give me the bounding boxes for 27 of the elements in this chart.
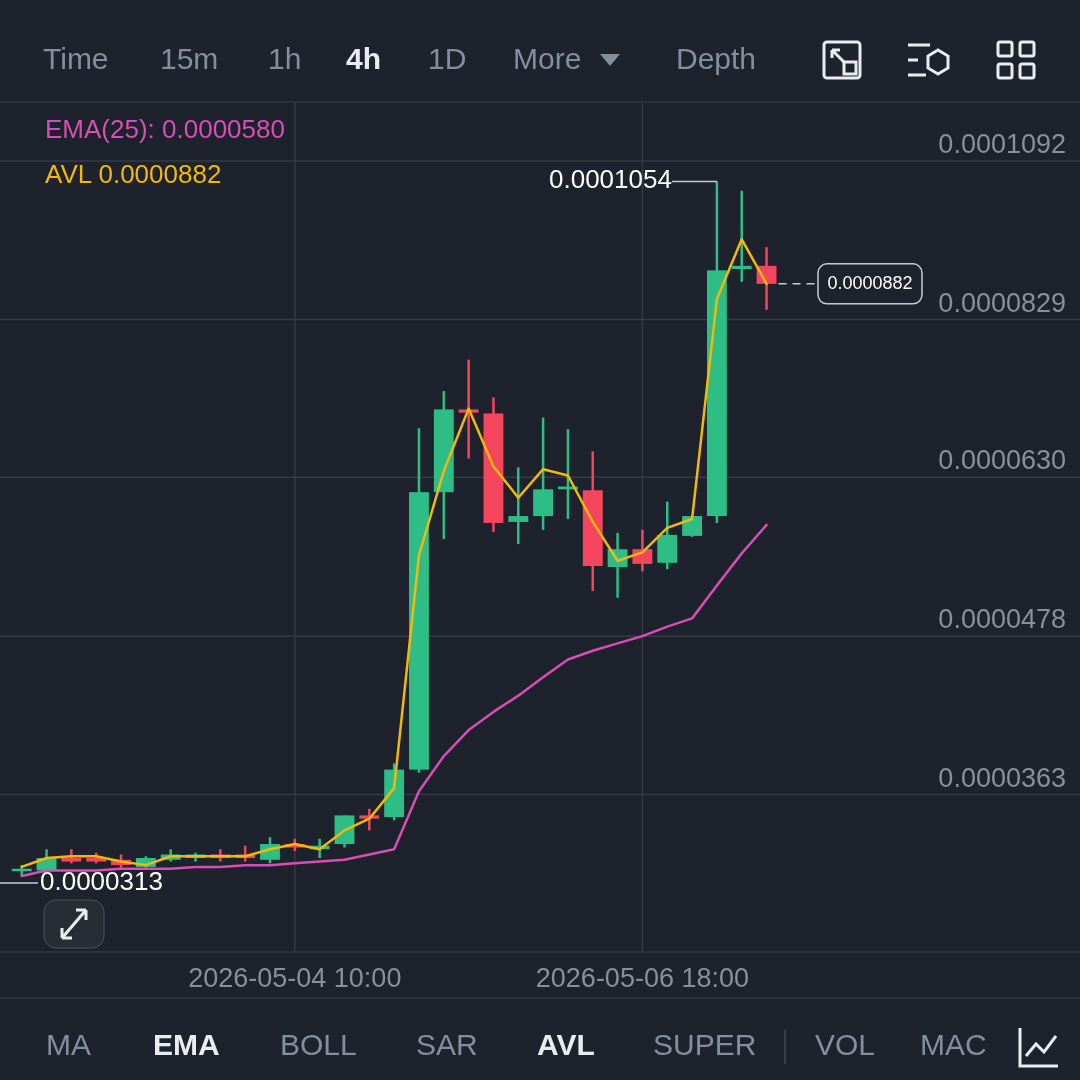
text: EMA [153, 1027, 220, 1061]
text: VOL [815, 1027, 876, 1061]
text: 1D [428, 41, 467, 75]
text: SAR [416, 1027, 478, 1061]
annotation: 0.0001054 [548, 164, 672, 195]
text: Time [43, 41, 109, 75]
y-tick-label: 0.0001092 [938, 129, 1066, 160]
y-tick-label: 0.0000630 [938, 445, 1066, 476]
ref-line-label: 0.0000882 [827, 272, 913, 293]
text: MAC [920, 1027, 987, 1061]
x-tick-label: 2026-05-06 18:00 [535, 963, 750, 994]
y-tick-label: 0.0000363 [938, 762, 1066, 793]
text: 15m [160, 41, 219, 75]
text: More [513, 41, 582, 75]
text: 4h [346, 41, 382, 75]
text: SUPER [653, 1027, 757, 1061]
text: 1h [268, 41, 302, 75]
text: AVL [537, 1027, 595, 1061]
y-tick-label: 0.0000478 [938, 604, 1066, 635]
text: AVL 0.0000882 [45, 158, 222, 189]
text: BOLL [280, 1027, 357, 1061]
y-tick-label: 0.0000829 [938, 287, 1066, 318]
x-tick-label: 2026-05-04 10:00 [188, 963, 402, 994]
text: EMA(25): 0.0000580 [45, 113, 285, 144]
text: Depth [676, 41, 757, 75]
annotation: 0.0000313 [40, 865, 163, 896]
text: MA [46, 1027, 91, 1061]
